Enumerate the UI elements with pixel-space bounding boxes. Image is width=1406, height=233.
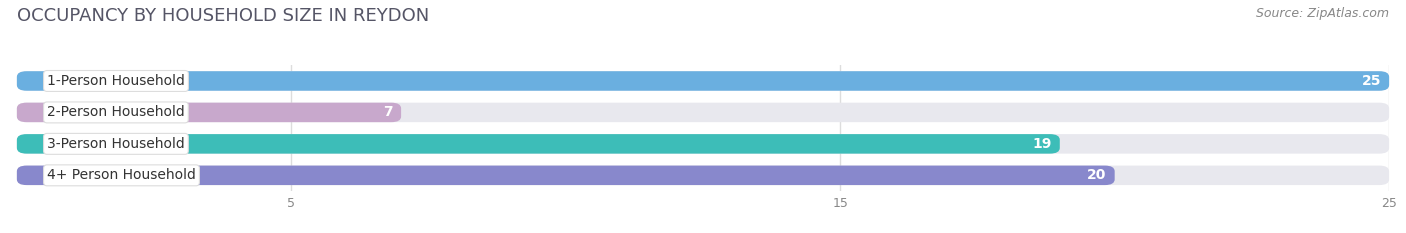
FancyBboxPatch shape (17, 103, 1389, 122)
FancyBboxPatch shape (17, 71, 1389, 91)
FancyBboxPatch shape (17, 134, 1389, 154)
Text: 2-Person Household: 2-Person Household (46, 105, 184, 120)
Text: 20: 20 (1087, 168, 1107, 182)
FancyBboxPatch shape (17, 103, 401, 122)
Text: Source: ZipAtlas.com: Source: ZipAtlas.com (1256, 7, 1389, 20)
Text: 4+ Person Household: 4+ Person Household (46, 168, 195, 182)
FancyBboxPatch shape (17, 166, 1389, 185)
FancyBboxPatch shape (17, 134, 1060, 154)
Text: 7: 7 (384, 105, 392, 120)
Text: 3-Person Household: 3-Person Household (46, 137, 184, 151)
Text: 19: 19 (1032, 137, 1052, 151)
Text: 25: 25 (1361, 74, 1381, 88)
Text: OCCUPANCY BY HOUSEHOLD SIZE IN REYDON: OCCUPANCY BY HOUSEHOLD SIZE IN REYDON (17, 7, 429, 25)
Text: 1-Person Household: 1-Person Household (46, 74, 186, 88)
FancyBboxPatch shape (17, 166, 1115, 185)
FancyBboxPatch shape (17, 71, 1389, 91)
